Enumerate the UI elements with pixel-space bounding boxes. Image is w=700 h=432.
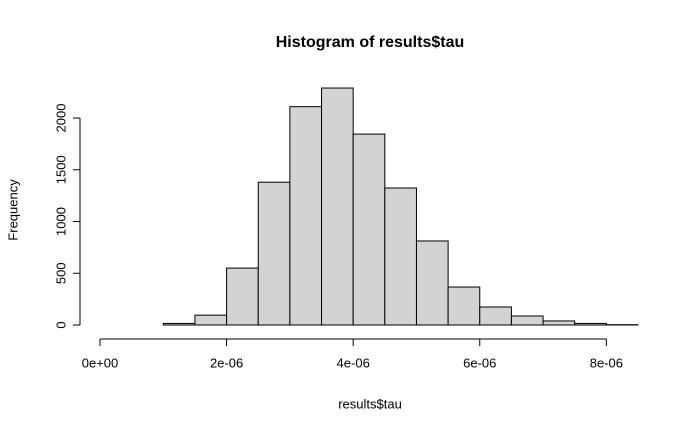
y-tick-label: 2000 [53,104,68,133]
x-tick-label: 8e-06 [590,355,623,370]
bar [542,320,576,326]
bar [226,267,259,326]
bar [384,187,417,326]
bar [415,240,449,326]
x-tick-label: 6e-06 [463,355,496,370]
y-axis-label: Frequency [5,179,20,241]
bar [194,314,228,326]
y-tick-label: 1000 [53,207,68,236]
bar [352,133,386,326]
bar [510,315,544,326]
x-tick-label: 4e-06 [337,355,370,370]
y-tick-label: 1500 [53,155,68,184]
bar [321,87,354,326]
bar [479,306,512,326]
bar [447,286,481,326]
bar [162,322,196,326]
x-axis-label: results$tau [338,396,402,411]
y-tick-label: 500 [53,262,68,284]
bar [257,181,291,326]
bar [289,106,323,326]
x-tick-label: 2e-06 [210,355,243,370]
x-tick-label: 0e+00 [82,355,119,370]
bar [574,322,607,326]
y-tick-label: 0 [53,321,68,328]
chart-title: Histogram of results$tau [276,34,464,51]
